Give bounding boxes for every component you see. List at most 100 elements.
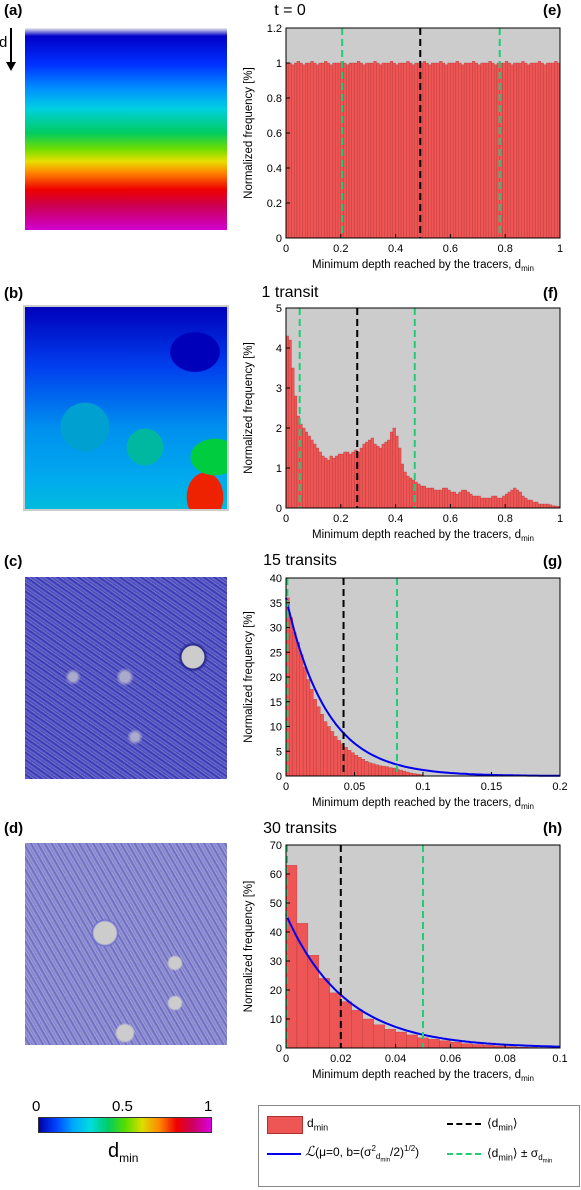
histogram-bar <box>436 489 440 509</box>
histogram-bar <box>373 61 377 239</box>
histogram-bar <box>485 62 489 239</box>
histogram-bar <box>505 61 509 239</box>
histogram-bar <box>551 62 555 239</box>
histogram-bar <box>292 632 297 777</box>
x-tick-label: 0 <box>283 243 289 255</box>
histogram-bar <box>357 61 361 239</box>
histogram-bar <box>452 491 457 509</box>
histogram-bar <box>370 62 374 239</box>
histogram-bar <box>507 491 511 509</box>
histogram-bar <box>466 491 470 509</box>
histogram-bar <box>316 706 321 777</box>
histogram-bar <box>428 1039 440 1049</box>
histogram-bar <box>548 62 552 239</box>
histogram-bar <box>307 62 311 239</box>
histogram-bar <box>329 992 341 1049</box>
x-tick-label: 0.2 <box>333 513 348 525</box>
histogram-bar <box>346 451 350 509</box>
histogram-bar <box>371 763 376 777</box>
x-axis-label: Minimum depth reached by the tracers, dm… <box>312 797 534 811</box>
histogram-bar <box>474 62 478 239</box>
histogram-bar <box>488 497 492 509</box>
histogram-bar <box>329 455 333 509</box>
legend-hist-sub: min <box>313 1122 329 1133</box>
histogram-bar <box>420 485 424 509</box>
y-tick-label: 3 <box>276 383 282 395</box>
histogram-bar <box>480 62 484 239</box>
histogram-bar <box>472 1044 484 1049</box>
histogram-bar <box>302 427 306 509</box>
histogram-bar <box>335 455 339 509</box>
histogram-bar <box>384 441 388 509</box>
colorbar-tick-mid: 0.5 <box>112 1098 133 1115</box>
histogram-bar <box>406 61 410 239</box>
y-tick-label: 1.2 <box>267 23 282 35</box>
histogram-bar <box>546 503 550 509</box>
histogram-bar <box>439 489 443 509</box>
y-tick-label: 50 <box>270 898 282 910</box>
histogram-bar <box>529 499 533 509</box>
histogram-bar <box>521 61 525 239</box>
histogram-bar <box>381 443 385 509</box>
y-axis-label: Normalized frequency [%] <box>243 881 255 1013</box>
x-tick-label: 0.4 <box>388 243 403 255</box>
histogram-bar <box>315 447 320 509</box>
histogram-bar <box>428 487 432 509</box>
histogram-bar <box>296 61 300 239</box>
legend-mean-main: ⟨d <box>487 1116 499 1130</box>
histogram-bar <box>535 62 539 239</box>
histogram-bar <box>288 62 292 239</box>
y-tick-label: 0.2 <box>267 198 282 210</box>
histogram-bar <box>518 62 522 239</box>
histogram-bar <box>499 497 503 509</box>
histogram-bar <box>491 62 495 239</box>
colorbar-label-main: d <box>108 1140 120 1162</box>
histogram-bar <box>395 64 399 239</box>
x-tick-label: 0.6 <box>443 243 458 255</box>
histogram-bar <box>452 62 457 239</box>
x-tick-label: 0.15 <box>481 781 502 793</box>
x-tick-label: 0.6 <box>443 513 458 525</box>
legend-swatch-fit <box>267 1153 301 1155</box>
histogram-bar <box>485 497 489 509</box>
histogram-bar <box>318 62 322 239</box>
histogram-bar <box>337 62 341 239</box>
plot-frame <box>285 307 561 509</box>
depth-field-15-transits <box>25 577 227 779</box>
histogram-bar <box>348 62 352 239</box>
x-axis-label-sub: min <box>521 802 534 811</box>
plot-frame <box>285 844 561 1049</box>
x-axis-label: Minimum depth reached by the tracers, dm… <box>312 529 534 543</box>
histogram-bar <box>472 61 476 239</box>
y-tick-label: 25 <box>270 647 282 659</box>
histogram-bar <box>444 64 448 239</box>
histogram-bar <box>455 61 459 239</box>
x-tick-label: 0.2 <box>552 781 567 793</box>
chart-title-e: t = 0 <box>274 2 306 19</box>
depth-field-1-transit <box>23 305 229 511</box>
legend-mean-sub: min <box>498 1122 513 1133</box>
histogram-bar <box>318 451 322 509</box>
histogram-bar <box>291 367 295 509</box>
histogram-bar <box>524 497 528 509</box>
histogram-bar <box>510 64 514 239</box>
histogram-bar <box>532 62 536 239</box>
histogram-bar <box>305 431 309 509</box>
y-axis-label: Normalized frequency [%] <box>243 342 255 474</box>
histogram-bar <box>359 447 363 509</box>
x-tick-label: 0.02 <box>330 1053 351 1065</box>
histogram-bar <box>296 642 300 777</box>
histogram-bar <box>373 1024 385 1049</box>
histogram-bar <box>392 62 396 239</box>
histogram-bar <box>439 1040 451 1049</box>
histogram-bar <box>474 495 478 509</box>
x-axis-label-sub: min <box>521 1074 534 1083</box>
histogram-bar <box>554 61 558 239</box>
histogram-bar <box>376 62 380 239</box>
x-tick-label: 0.05 <box>344 781 365 793</box>
histogram-bar <box>387 62 391 239</box>
legend-fit-script-l: ℒ <box>305 1144 316 1160</box>
histogram-bar <box>463 62 467 239</box>
histogram-bar <box>439 61 443 239</box>
histogram-bar <box>532 501 536 509</box>
